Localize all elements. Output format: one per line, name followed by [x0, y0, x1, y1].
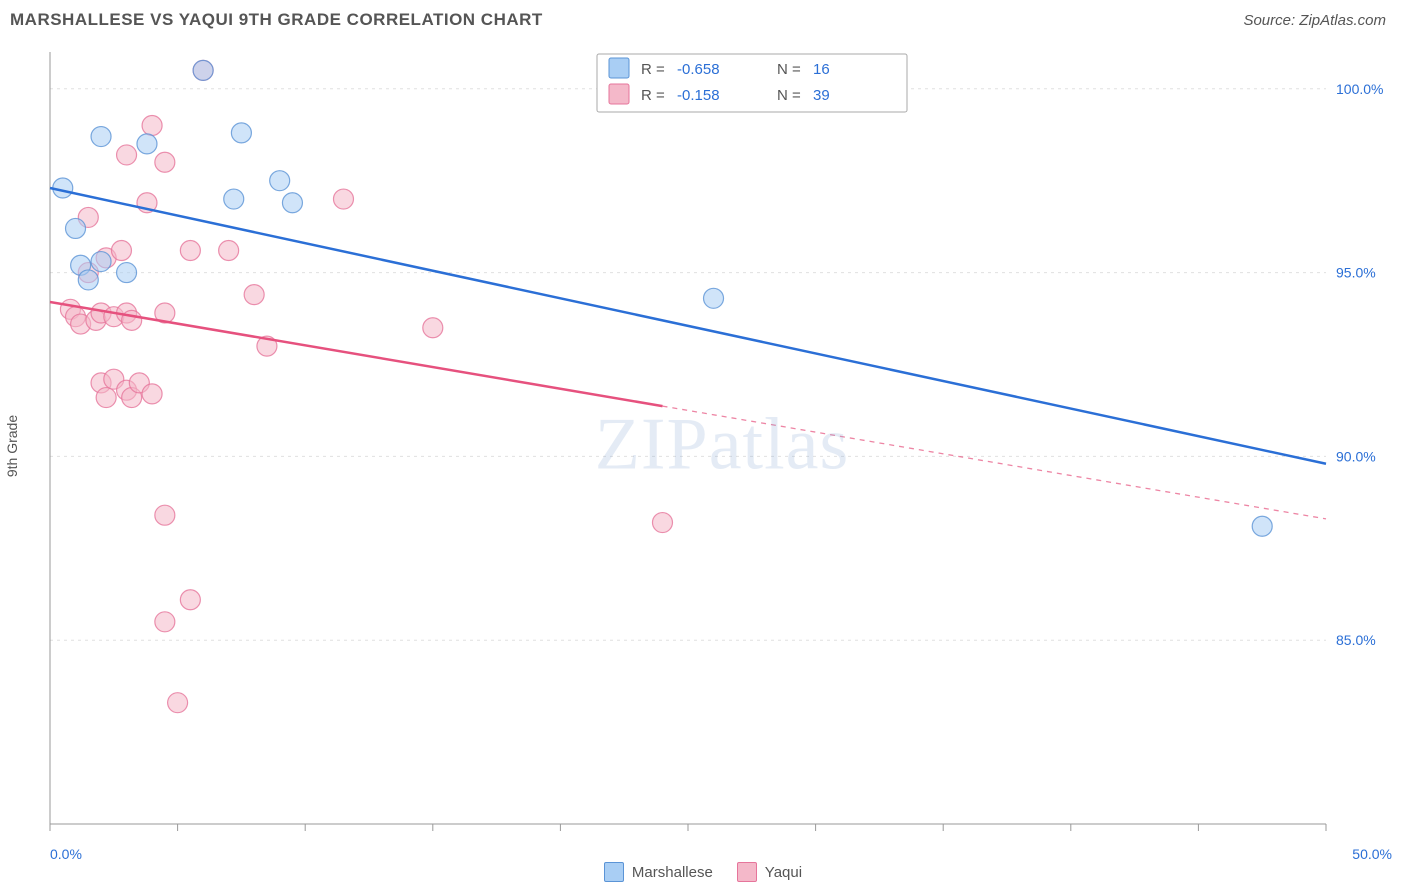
svg-text:-0.158: -0.158 [677, 87, 720, 104]
svg-text:R =: R = [641, 87, 665, 104]
svg-text:R =: R = [641, 61, 665, 78]
xaxis-label-max: 50.0% [1352, 846, 1392, 862]
svg-text:16: 16 [813, 61, 830, 78]
legend-label-marshallese: Marshallese [632, 864, 713, 881]
source-label: Source: ZipAtlas.com [1243, 12, 1386, 29]
legend-item-marshallese: Marshallese [604, 862, 713, 882]
legend-swatch-yaqui [737, 862, 757, 882]
svg-text:90.0%: 90.0% [1336, 448, 1376, 464]
chart-title: MARSHALLESE VS YAQUI 9TH GRADE CORRELATI… [10, 10, 543, 30]
bottom-legend: Marshallese Yaqui [0, 862, 1406, 882]
legend-swatch-marshallese [604, 862, 624, 882]
svg-text:39: 39 [813, 87, 830, 104]
xaxis-label-min: 0.0% [50, 846, 82, 862]
svg-text:-0.658: -0.658 [677, 61, 720, 78]
chart-plot-area: 85.0% 90.0% 95.0% 100.0% R = -0.658 N = 16 R = -0… [48, 48, 1396, 842]
legend-label-yaqui: Yaqui [765, 864, 802, 881]
yaxis-label: 9th Grade [4, 415, 20, 477]
svg-text:95.0%: 95.0% [1336, 265, 1376, 281]
legend-item-yaqui: Yaqui [737, 862, 802, 882]
svg-text:N =: N = [777, 61, 801, 78]
svg-text:100.0%: 100.0% [1336, 81, 1383, 97]
svg-text:85.0%: 85.0% [1336, 632, 1376, 648]
svg-text:N =: N = [777, 87, 801, 104]
